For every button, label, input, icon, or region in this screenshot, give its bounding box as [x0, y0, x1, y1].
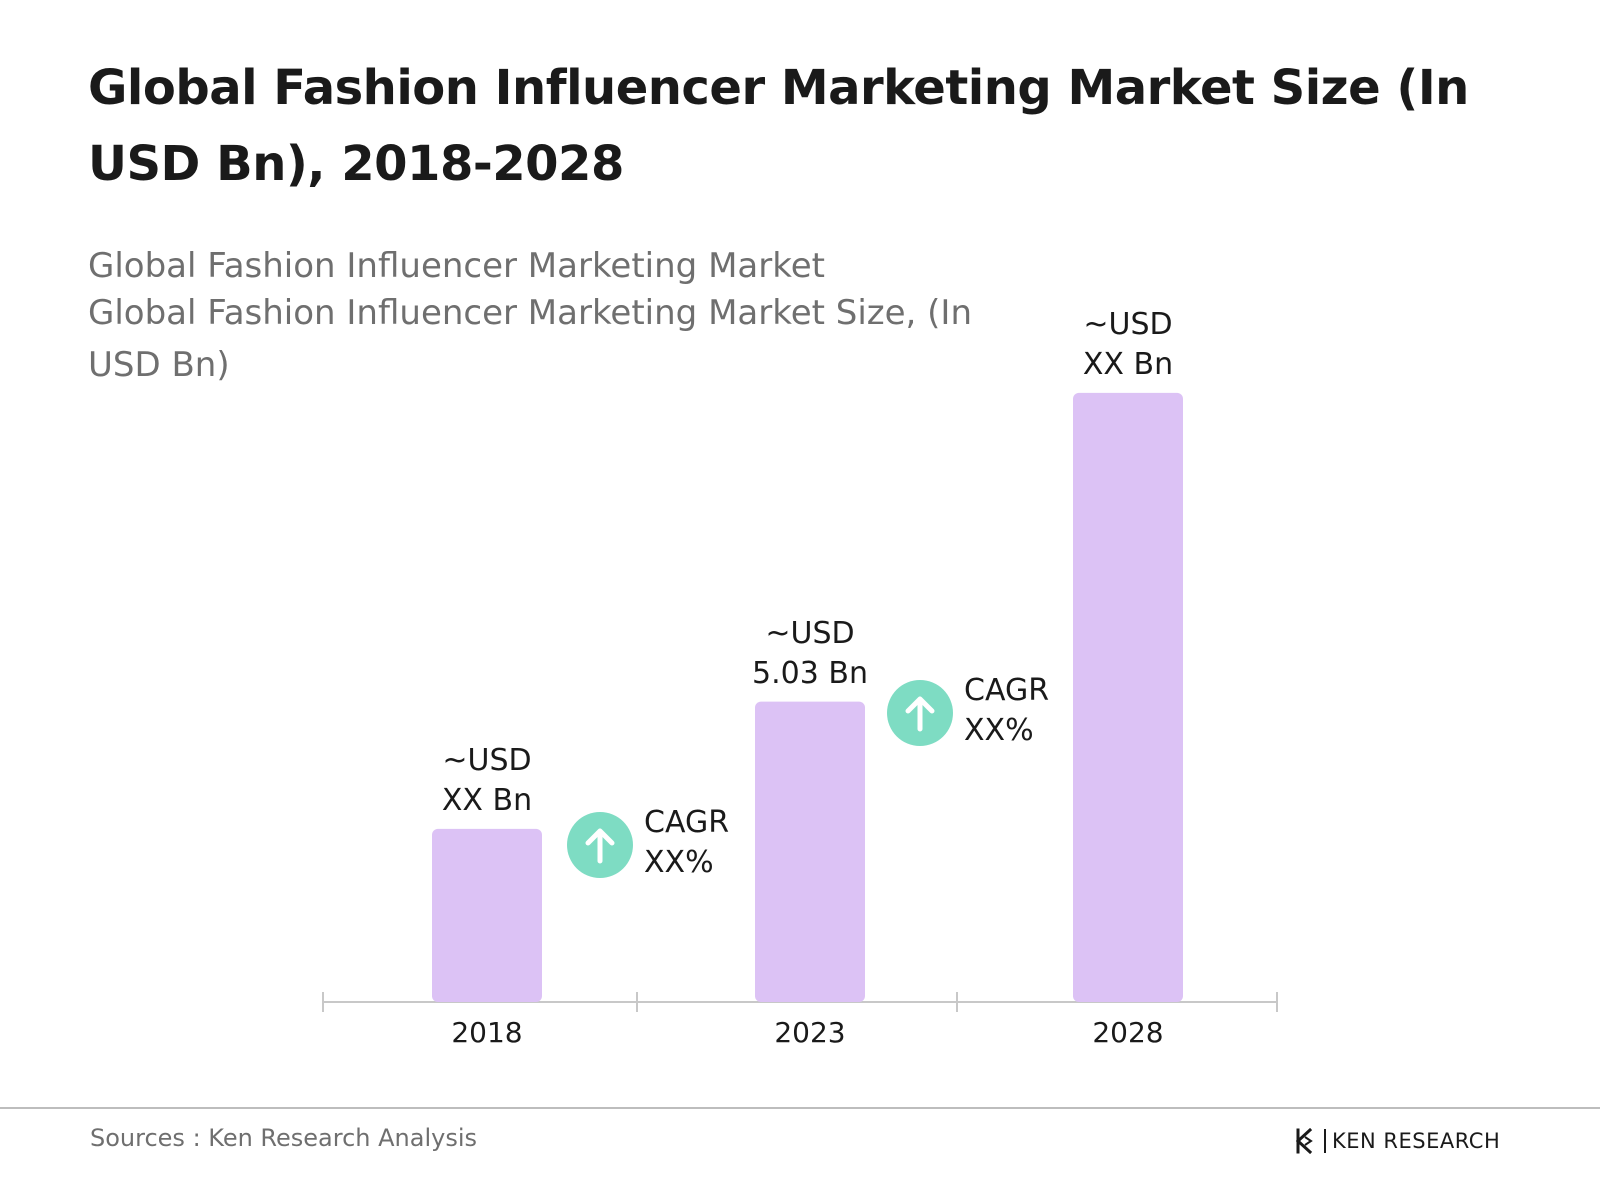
chart-subtitle-secondary: Global Fashion Influencer Marketing Mark… [88, 293, 972, 385]
data-label-prefix: ~USD [1083, 306, 1173, 342]
data-label-prefix: ~USD [442, 742, 532, 778]
data-label-prefix: ~USD [765, 615, 855, 651]
bar-chart [322, 392, 1278, 1012]
x-tick-label: 2023 [774, 1016, 846, 1049]
page-title: Global Fashion Influencer Marketing Mark… [88, 60, 1469, 192]
x-tick-label: 2018 [451, 1016, 523, 1049]
data-label-2023: ~USD 5.03 Bn [720, 614, 900, 694]
data-label-value: 5.03 Bn [752, 655, 868, 691]
brand-logo: KEN RESEARCH [1296, 1128, 1500, 1154]
cagr-label: CAGR XX% [964, 671, 1049, 751]
data-label-2018: ~USD XX Bn [397, 741, 577, 821]
brand-separator [1324, 1129, 1326, 1153]
bar-2023 [755, 701, 865, 1002]
bar-2018 [432, 828, 542, 1002]
cagr-title: CAGR [964, 673, 1050, 708]
data-label-2028: ~USD XX Bn [1038, 305, 1218, 385]
footer-divider [0, 1107, 1600, 1109]
source-note: Sources : Ken Research Analysis [90, 1124, 478, 1152]
x-tick-label: 2028 [1092, 1016, 1164, 1049]
bar-2028 [1073, 392, 1183, 1002]
arrow-up-icon [887, 680, 953, 746]
data-label-value: XX Bn [441, 782, 533, 818]
cagr-value: XX% [644, 845, 714, 880]
chart-subtitle-primary: Global Fashion Influencer Marketing Mark… [88, 246, 825, 286]
cagr-title: CAGR [644, 805, 730, 840]
data-label-value: XX Bn [1082, 346, 1174, 382]
arrow-up-icon [567, 812, 633, 878]
brand-name: KEN RESEARCH [1332, 1129, 1501, 1153]
ken-research-logo-icon [1296, 1128, 1313, 1154]
cagr-value: XX% [964, 713, 1034, 748]
bars-group [432, 392, 1183, 1002]
cagr-label: CAGR XX% [644, 803, 729, 883]
